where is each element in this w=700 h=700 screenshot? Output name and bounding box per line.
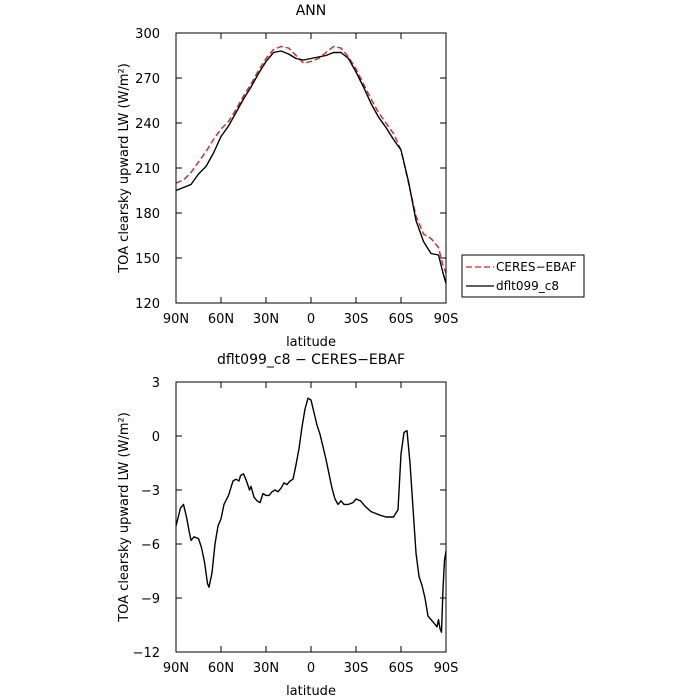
bottom-plot-frame bbox=[175, 381, 447, 653]
top-y-tick-label: 150 bbox=[135, 252, 160, 267]
bottom-panel: 90N 60N 30N 0 30S 60S 90S −12 −9 −6 −3 0 3 dflt099_c… bbox=[117, 352, 458, 699]
bottom-x-tick-label: 60S bbox=[389, 661, 414, 676]
bottom-x-tick-label: 30N bbox=[253, 661, 279, 676]
bottom-x-tick-label: 90S bbox=[434, 661, 459, 676]
top-x-tick-label: 60N bbox=[208, 312, 234, 327]
bottom-y-axis-title: TOA clearsky upward LW (W/m²) bbox=[117, 412, 132, 623]
bottom-x-tick-label: 30S bbox=[344, 661, 369, 676]
legend-label-ceres-ebaf: CERES−EBAF bbox=[496, 260, 577, 274]
bottom-y-tick-label: 0 bbox=[152, 430, 160, 445]
top-y-tick-label: 300 bbox=[135, 27, 160, 42]
top-x-tick-label: 30S bbox=[344, 312, 369, 327]
top-y-tick-label: 180 bbox=[135, 207, 160, 222]
top-series-layer bbox=[175, 45, 447, 284]
bottom-x-tick-label: 90N bbox=[163, 661, 189, 676]
top-panel: 90N 60N 30N 0 30S 60S 90S 120 150 180 210 240 270 300… bbox=[117, 3, 458, 350]
bottom-chart-title: dflt099_c8 − CERES−EBAF bbox=[217, 352, 405, 368]
bottom-y-tick-label: −9 bbox=[141, 592, 160, 607]
legend: CERES−EBAF dflt099_c8 bbox=[461, 254, 585, 298]
top-y-tick-label: 210 bbox=[135, 162, 160, 177]
top-y-tick-label: 240 bbox=[135, 117, 160, 132]
bottom-y-tick-label: −3 bbox=[141, 484, 160, 499]
top-y-axis-title: TOA clearsky upward LW (W/m²) bbox=[117, 63, 132, 274]
bottom-y-tick-label: −12 bbox=[133, 646, 160, 661]
top-x-tick-label: 0 bbox=[307, 312, 315, 327]
top-ticks-layer: 90N 60N 30N 0 30S 60S 90S 120 150 180 210 240 270 300 bbox=[135, 27, 458, 327]
top-series-line-1 bbox=[175, 50, 447, 284]
top-x-tick-label: 90N bbox=[163, 312, 189, 327]
top-series-line-0 bbox=[175, 45, 447, 274]
bottom-y-tick-label: −6 bbox=[141, 538, 160, 553]
bottom-ticks-layer: 90N 60N 30N 0 30S 60S 90S −12 −9 −6 −3 0 3 bbox=[133, 376, 459, 676]
top-x-tick-label: 90S bbox=[434, 312, 459, 327]
top-x-tick-label: 30N bbox=[253, 312, 279, 327]
legend-label-dflt099-c8: dflt099_c8 bbox=[496, 279, 559, 293]
top-y-tick-label: 120 bbox=[135, 297, 160, 312]
bottom-series-line-0 bbox=[175, 397, 447, 633]
top-chart-title: ANN bbox=[296, 3, 327, 19]
bottom-x-axis-title: latitude bbox=[286, 684, 336, 699]
top-x-axis-title: latitude bbox=[286, 335, 336, 350]
bottom-x-tick-label: 0 bbox=[307, 661, 315, 676]
top-x-tick-label: 60S bbox=[389, 312, 414, 327]
bottom-x-tick-label: 60N bbox=[208, 661, 234, 676]
legend-box bbox=[461, 254, 585, 298]
bottom-series-layer bbox=[175, 397, 447, 633]
top-y-tick-label: 270 bbox=[135, 72, 160, 87]
bottom-y-tick-label: 3 bbox=[152, 376, 160, 391]
